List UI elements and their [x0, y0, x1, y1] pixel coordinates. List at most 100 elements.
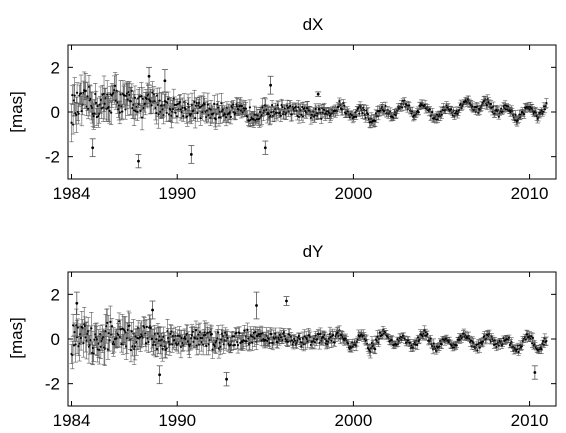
data-point	[174, 109, 180, 124]
data-point	[544, 98, 549, 108]
data-point	[315, 334, 320, 344]
data-point	[95, 97, 100, 115]
data-point	[519, 342, 525, 350]
data-point	[543, 103, 548, 109]
outlier-point	[223, 372, 230, 387]
data-point	[74, 82, 80, 104]
panel-dy: dY [mas] 1984 1990 2000 2010 -2 0 2	[7, 242, 557, 430]
data-point	[249, 328, 254, 344]
x-tick-label: 2010	[511, 184, 549, 203]
data-point	[205, 92, 211, 117]
data-point	[247, 99, 253, 116]
x-tick-label: 1990	[158, 184, 196, 203]
data-point	[475, 347, 480, 354]
data-point	[92, 99, 97, 128]
x-tick-label: 1990	[158, 411, 196, 430]
outlier-point	[262, 140, 269, 155]
data-point	[195, 104, 200, 122]
data-point	[70, 313, 76, 337]
data-point	[135, 325, 140, 351]
x-tick-label: 1984	[53, 411, 91, 430]
data-marks	[69, 66, 549, 169]
outlier-point	[188, 145, 195, 164]
data-point	[69, 344, 74, 364]
y-tick-label: 0	[51, 103, 60, 122]
data-point	[86, 75, 92, 99]
outlier-point	[135, 154, 142, 169]
data-point	[285, 336, 291, 347]
data-point	[372, 114, 378, 128]
data-point	[231, 99, 236, 110]
data-point	[356, 104, 361, 112]
outlier-point	[267, 75, 274, 95]
outlier-point	[283, 296, 290, 306]
data-point	[544, 336, 549, 346]
data-point	[108, 305, 113, 339]
data-point	[414, 340, 420, 350]
outlier-point	[146, 66, 153, 86]
data-point	[93, 83, 98, 105]
data-point	[317, 336, 322, 350]
data-point	[183, 99, 188, 119]
data-point	[458, 99, 463, 109]
data-point	[296, 100, 301, 115]
data-point	[369, 336, 375, 350]
data-point	[69, 103, 74, 143]
data-point	[150, 81, 155, 104]
data-point	[248, 112, 253, 127]
data-point	[471, 337, 476, 348]
outlier-point	[73, 291, 80, 315]
x-tick-label: 2000	[334, 184, 372, 203]
axis-ticks: 1984 1990 2000 2010 -2 0 2	[45, 272, 556, 430]
y-axis-label: [mas]	[7, 91, 26, 133]
data-point	[81, 328, 86, 358]
data-point	[495, 106, 501, 115]
data-point	[246, 114, 252, 128]
outlier-point	[161, 69, 168, 93]
data-point	[108, 100, 114, 125]
y-tick-label: 0	[51, 330, 60, 349]
data-point	[292, 335, 298, 346]
data-point	[219, 329, 224, 351]
data-point	[265, 104, 270, 124]
panel-title: dY	[303, 242, 324, 261]
data-point	[319, 113, 324, 124]
axis-ticks: 1984 1990 2000 2010 -2 0 2	[45, 45, 556, 203]
x-tick-label: 2010	[511, 411, 549, 430]
data-point	[135, 102, 140, 121]
data-point	[157, 87, 162, 114]
data-point	[187, 106, 192, 123]
data-point	[428, 335, 433, 343]
data-point	[168, 324, 173, 344]
data-point	[347, 114, 352, 121]
data-point	[223, 108, 229, 127]
data-point	[257, 109, 262, 128]
data-marks	[69, 291, 549, 387]
data-point	[202, 97, 207, 111]
panel-title: dX	[303, 15, 324, 34]
y-axis-label: [mas]	[7, 317, 26, 359]
outlier-point	[149, 300, 156, 320]
data-point	[243, 102, 249, 116]
data-point	[107, 329, 112, 352]
data-point	[215, 100, 221, 115]
data-point	[93, 90, 99, 115]
outlier-point	[315, 91, 322, 97]
data-point	[342, 102, 347, 110]
data-point	[487, 329, 492, 338]
data-point	[163, 92, 169, 112]
data-point	[173, 326, 178, 346]
data-point	[173, 106, 178, 119]
x-tick-label: 1984	[53, 184, 91, 203]
data-point	[278, 109, 284, 122]
data-point	[215, 325, 221, 340]
data-point	[416, 109, 421, 115]
data-point	[169, 103, 174, 129]
data-point	[154, 101, 159, 125]
data-point	[230, 330, 235, 342]
y-tick-label: 2	[51, 285, 60, 304]
data-point	[499, 341, 505, 350]
data-point	[269, 100, 275, 111]
data-point	[530, 332, 536, 343]
